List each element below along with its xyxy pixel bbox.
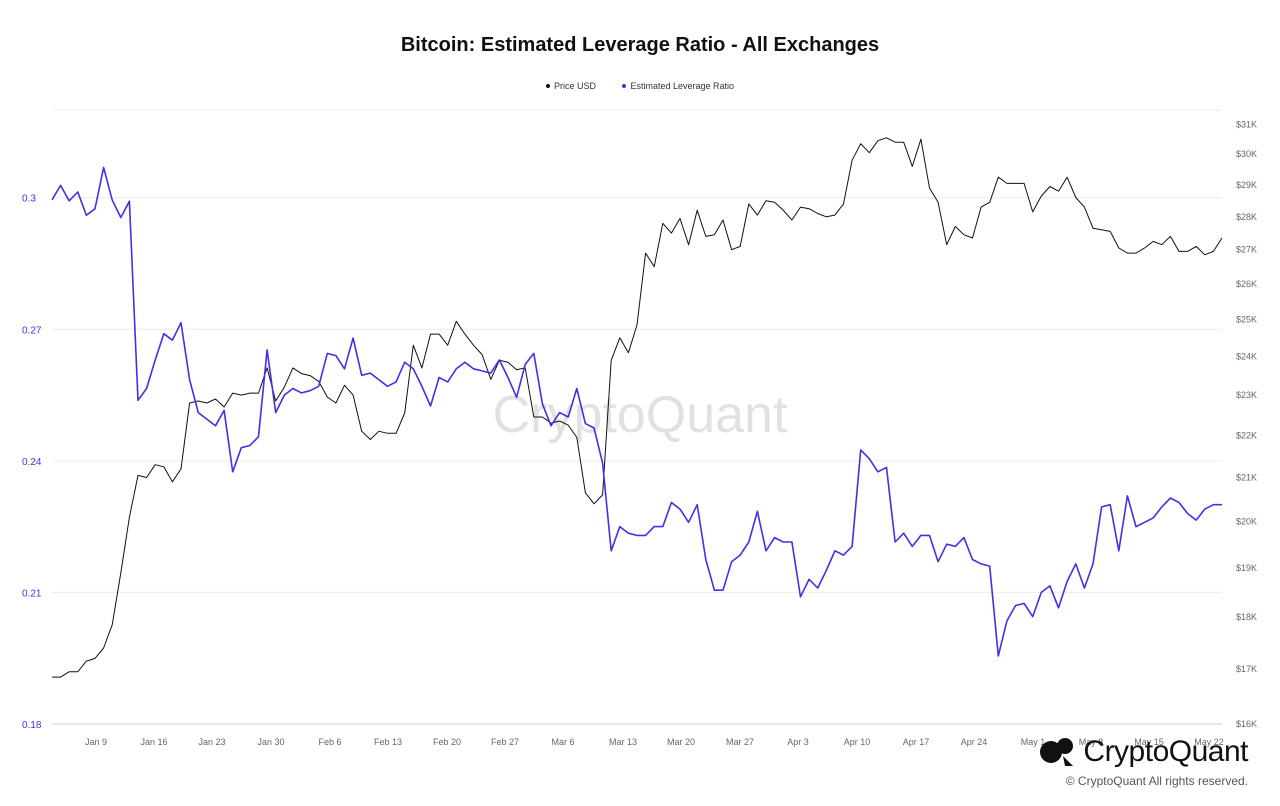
x-tick-label: Mar 6 — [551, 737, 574, 747]
x-tick-label: May 1 — [1021, 737, 1046, 747]
y-left-tick-label: 0.27 — [22, 325, 42, 336]
x-tick-label: Feb 27 — [491, 737, 519, 747]
x-tick-label: Jan 16 — [140, 737, 167, 747]
y-axis-right: $16K $17K $18K $19K $20K $21K $22K $23K $24K $25K… — [1236, 120, 1257, 729]
y-right-tick-label: $19K — [1236, 563, 1257, 573]
legend-dot-leverage — [622, 83, 627, 88]
brand-name: CryptoQuant — [1083, 735, 1248, 768]
y-axis-left: 0.18 0.21 0.24 0.27 0.3 — [22, 194, 42, 731]
y-left-tick-label: 0.18 — [22, 720, 42, 731]
x-tick-label: Jan 23 — [198, 737, 225, 747]
y-left-tick-label: 0.21 — [22, 588, 42, 599]
x-tick-label: Apr 3 — [787, 737, 809, 747]
y-right-tick-label: $24K — [1236, 351, 1257, 361]
y-right-tick-label: $28K — [1236, 212, 1257, 222]
y-right-tick-label: $30K — [1236, 149, 1257, 159]
x-tick-label: Feb 6 — [318, 737, 341, 747]
chart-legend: Price USD Estimated Leverage Ratio — [0, 81, 1280, 91]
y-right-tick-label: $25K — [1236, 314, 1257, 324]
x-tick-label: Mar 13 — [609, 737, 637, 747]
x-tick-label: May 22 — [1194, 737, 1224, 747]
y-right-tick-label: $26K — [1236, 279, 1257, 289]
y-left-tick-label: 0.24 — [22, 457, 42, 468]
y-right-tick-label: $29K — [1236, 180, 1257, 190]
chart-grid — [52, 109, 1222, 725]
x-tick-label: Feb 20 — [433, 737, 461, 747]
legend-item-leverage[interactable]: Estimated Leverage Ratio — [622, 81, 734, 91]
y-right-tick-label: $21K — [1236, 473, 1257, 483]
x-tick-label: May 15 — [1134, 737, 1164, 747]
x-tick-label: Jan 30 — [257, 737, 284, 747]
x-tick-label: Jan 9 — [85, 737, 107, 747]
y-right-tick-label: $17K — [1236, 664, 1257, 674]
y-right-tick-label: $23K — [1236, 390, 1257, 400]
legend-item-price[interactable]: Price USD — [545, 81, 596, 91]
y-right-tick-label: $22K — [1236, 430, 1257, 440]
series-line-price-usd — [52, 137, 1223, 678]
x-tick-label: Feb 13 — [374, 737, 402, 747]
series-group — [51, 137, 1223, 678]
legend-dot-price — [545, 83, 550, 88]
x-axis: Jan 9 Jan 16 Jan 23 Jan 30 Feb 6 Feb 13 Feb 20… — [85, 737, 1224, 747]
brand-logo-block: CryptoQuant — [1039, 734, 1248, 770]
series-line-estimated-leverage-ratio — [51, 166, 1222, 657]
chart-title: Bitcoin: Estimated Leverage Ratio - All … — [400, 34, 880, 56]
legend-label-leverage: Estimated Leverage Ratio — [630, 81, 735, 91]
y-right-tick-label: $16K — [1236, 719, 1257, 729]
x-tick-label: Apr 24 — [961, 737, 988, 747]
copyright-text: © CryptoQuant All rights reserved. — [1065, 774, 1248, 788]
x-tick-label: May 8 — [1079, 737, 1104, 747]
y-left-tick-label: 0.3 — [22, 194, 36, 205]
y-right-tick-label: $20K — [1236, 517, 1257, 527]
x-tick-label: Mar 20 — [667, 737, 695, 747]
x-tick-label: Mar 27 — [726, 737, 754, 747]
x-tick-label: Apr 10 — [844, 737, 871, 747]
y-right-tick-label: $31K — [1236, 120, 1257, 130]
watermark: CryptoQuant — [493, 386, 788, 444]
x-tick-label: Apr 17 — [903, 737, 930, 747]
y-right-tick-label: $18K — [1236, 612, 1257, 622]
y-right-tick-label: $27K — [1236, 245, 1257, 255]
legend-label-price: Price USD — [553, 81, 596, 91]
cryptoquant-logo-icon — [1040, 738, 1074, 766]
